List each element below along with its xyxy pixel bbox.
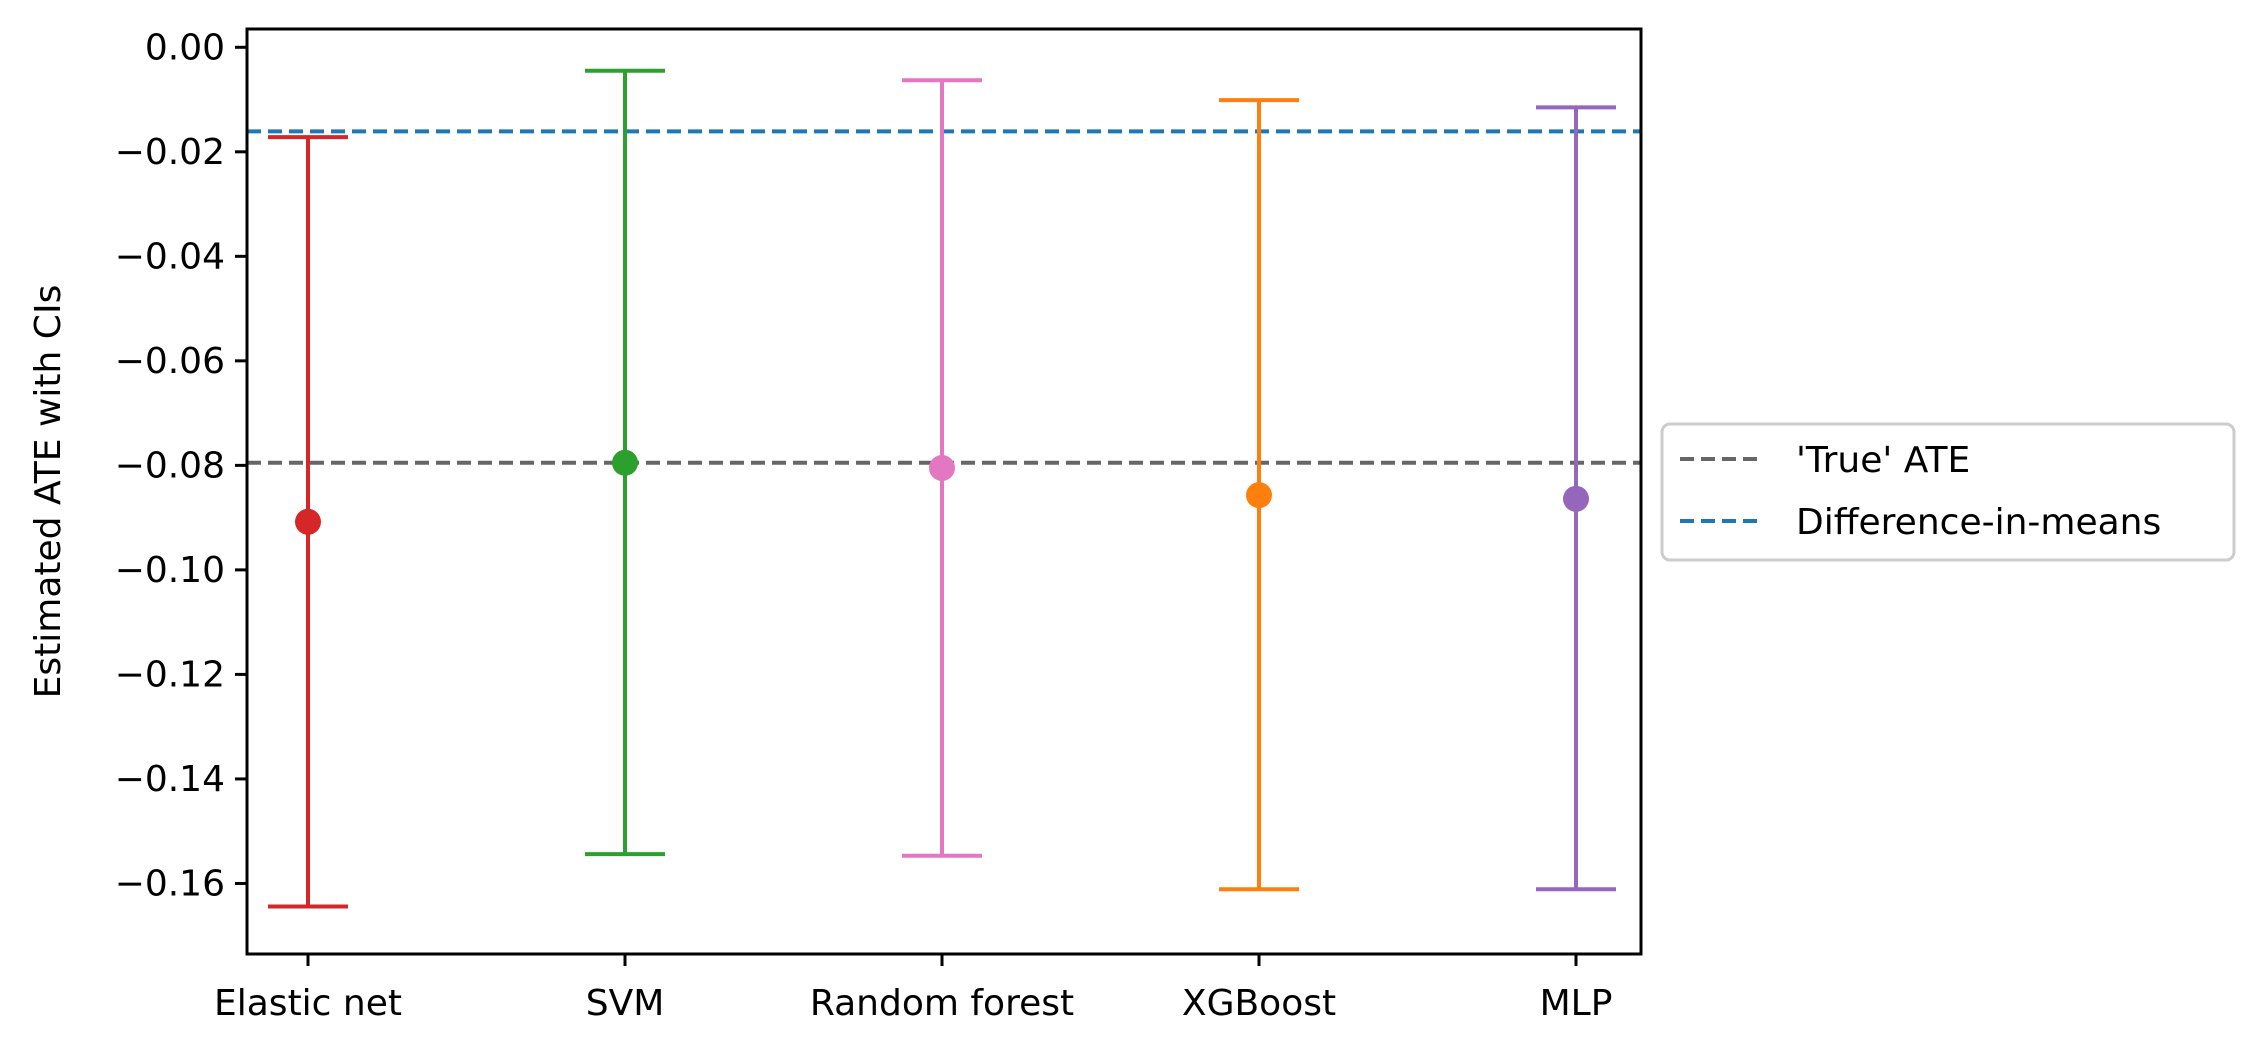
estimate-point-2 <box>929 454 955 481</box>
estimate-point-4 <box>1563 485 1589 512</box>
estimate-point-1 <box>612 449 638 476</box>
x-tick-label-0: Elastic net <box>214 983 402 1024</box>
x-tick-label-2: Random forest <box>810 983 1074 1024</box>
plot-frame <box>245 27 1643 956</box>
y-tick-label-6: −0.12 <box>115 654 225 695</box>
y-axis-title: Estimated ATE with CIs <box>28 285 69 699</box>
y-tick-label-0: 0.00 <box>145 27 225 68</box>
x-tick-label-3: XGBoost <box>1182 983 1336 1024</box>
y-tick-label-2: −0.04 <box>115 236 225 277</box>
x-tick-label-1: SVM <box>586 983 665 1024</box>
legend-label-0: 'True' ATE <box>1796 440 1970 481</box>
y-tick-label-7: −0.14 <box>115 759 225 800</box>
y-tick-label-3: −0.06 <box>115 341 225 382</box>
estimate-point-0 <box>295 508 321 535</box>
legend-label-1: Difference-in-means <box>1796 502 2161 543</box>
x-tick-label-4: MLP <box>1540 983 1613 1024</box>
y-tick-label-4: −0.08 <box>115 445 225 486</box>
y-tick-label-1: −0.02 <box>115 132 225 173</box>
legend-box <box>1660 422 2236 562</box>
y-tick-label-8: −0.16 <box>115 863 225 904</box>
y-tick-label-5: −0.10 <box>115 550 225 591</box>
estimate-point-3 <box>1246 482 1272 509</box>
